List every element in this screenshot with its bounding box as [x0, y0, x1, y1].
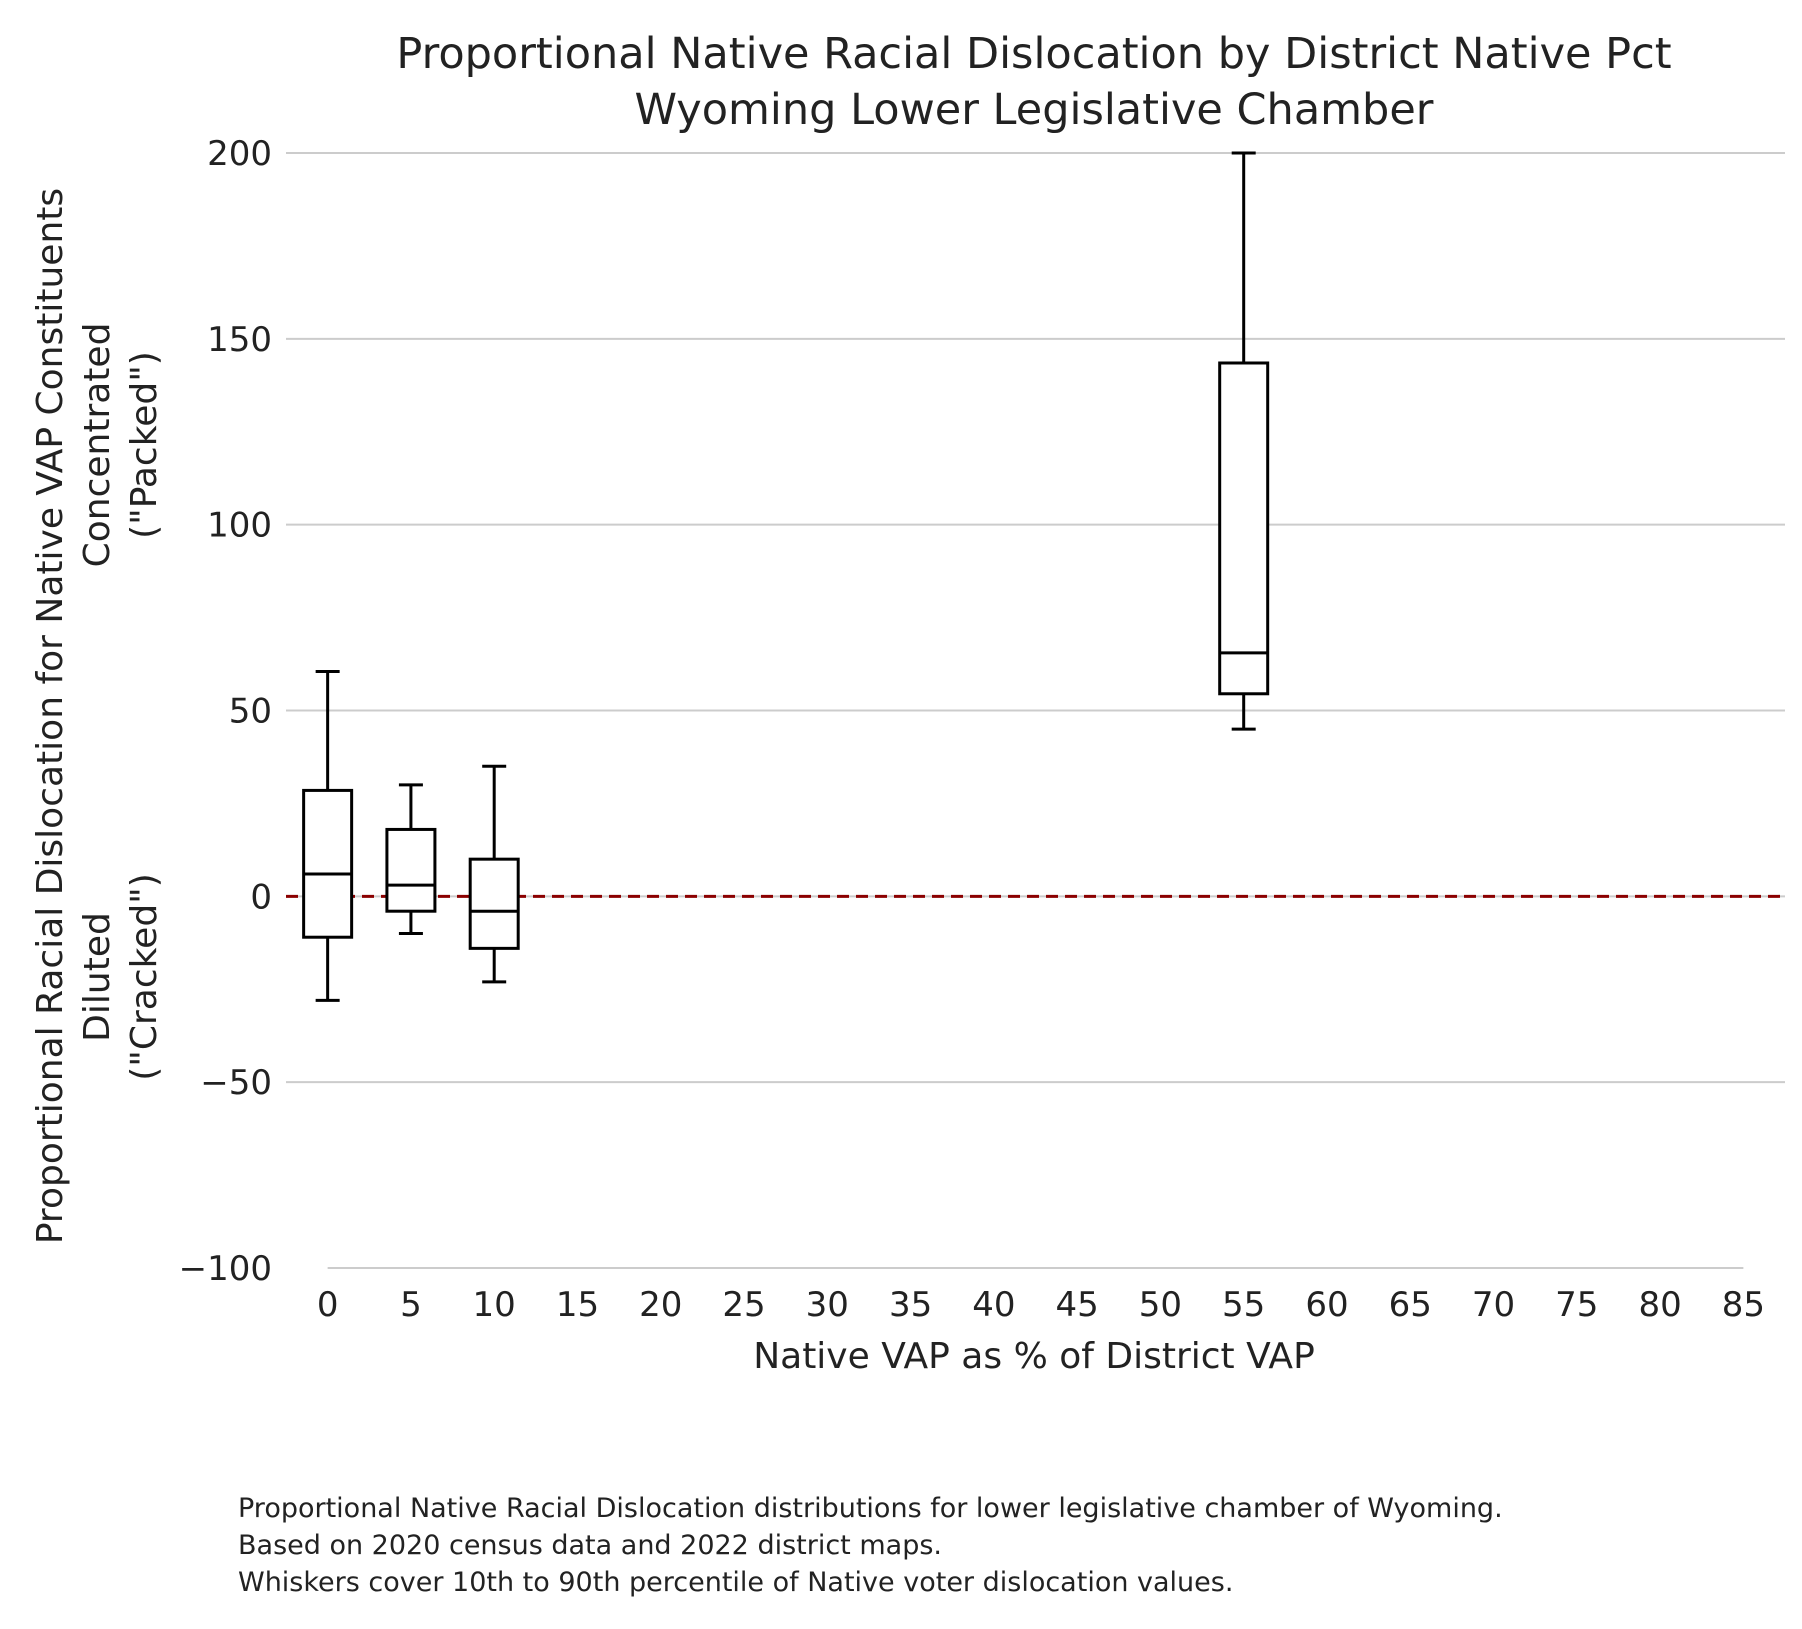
caption-line-1: Proportional Native Racial Dislocation d… — [238, 1493, 1503, 1524]
box-iqr — [302, 788, 354, 939]
y-axis-label-concentrated: Concentrated — [77, 323, 118, 568]
x-tick-label: 15 — [556, 1285, 599, 1325]
chart-caption: Proportional Native Racial Dislocation d… — [238, 1490, 1503, 1601]
x-tick-label: 40 — [972, 1285, 1015, 1325]
y-axis-label-diluted: Diluted — [77, 912, 118, 1042]
x-tick-label: 80 — [1638, 1285, 1681, 1325]
box-iqr — [385, 827, 437, 913]
x-tick-label: 0 — [317, 1285, 339, 1325]
y-tick-label: 0 — [250, 877, 272, 917]
x-tick-label: 75 — [1555, 1285, 1598, 1325]
box-iqr — [468, 857, 520, 950]
x-tick-label: 25 — [722, 1285, 765, 1325]
y-tick-label: 150 — [207, 320, 272, 360]
y-tick-label: −100 — [179, 1249, 272, 1289]
caption-line-2: Based on 2020 census data and 2022 distr… — [238, 1530, 942, 1561]
x-tick-label: 10 — [473, 1285, 516, 1325]
x-tick-label: 50 — [1139, 1285, 1182, 1325]
x-tick-label: 30 — [806, 1285, 849, 1325]
box-10 — [468, 764, 520, 984]
chart-title-line-1: Proportional Native Racial Dislocation b… — [396, 29, 1671, 79]
x-tick-label: 55 — [1222, 1285, 1265, 1325]
x-tick-label: 5 — [400, 1285, 422, 1325]
x-axis-tick-labels: 0 5 10 15 20 25 30 35 40 45 50 55 60 65 70 75 80 85 — [317, 1285, 1765, 1325]
y-tick-label: 200 — [207, 134, 272, 174]
box-55 — [1218, 151, 1270, 731]
chart-title: Proportional Native Racial Dislocation b… — [396, 29, 1671, 135]
caption-line-3: Whiskers cover 10th to 90th percentile o… — [238, 1567, 1234, 1598]
y-axis-tick-labels: −100 −50 0 50 100 150 200 — [179, 134, 272, 1289]
box-series — [302, 151, 1270, 1002]
y-tick-label: −50 — [200, 1063, 272, 1103]
y-axis-label-packed: ("Packed") — [124, 351, 165, 539]
y-axis-label-cracked: ("Cracked") — [124, 873, 165, 1081]
y-axis-label-main: Proportional Racial Dislocation for Nati… — [30, 188, 71, 1244]
y-tick-label: 100 — [207, 506, 272, 546]
chart-title-line-2: Wyoming Lower Legislative Chamber — [635, 85, 1434, 135]
box-5 — [385, 783, 437, 935]
x-axis-label: Native VAP as % of District VAP — [753, 1336, 1315, 1377]
x-tick-label: 65 — [1389, 1285, 1432, 1325]
box-0 — [302, 669, 354, 1002]
x-tick-label: 35 — [889, 1285, 932, 1325]
box-plot-chart: Proportional Native Racial Dislocation b… — [30, 29, 1785, 1377]
box-iqr — [1218, 361, 1270, 696]
x-tick-label: 60 — [1305, 1285, 1348, 1325]
x-tick-label: 70 — [1472, 1285, 1515, 1325]
x-tick-label: 20 — [639, 1285, 682, 1325]
x-tick-label: 45 — [1056, 1285, 1099, 1325]
x-tick-label: 85 — [1722, 1285, 1765, 1325]
y-tick-label: 50 — [229, 692, 272, 732]
y-axis-label: Proportional Racial Dislocation for Nati… — [30, 188, 165, 1244]
